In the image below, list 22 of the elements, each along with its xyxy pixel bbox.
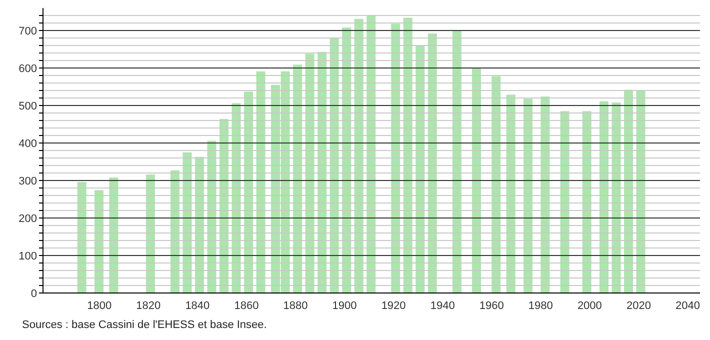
y-tick-label: 400: [18, 138, 37, 150]
x-tick-label: 1800: [87, 300, 112, 312]
x-tick-label: 1960: [479, 300, 504, 312]
x-tick-label: 1920: [381, 300, 406, 312]
x-tick-label: 2020: [626, 300, 651, 312]
y-tick-label: 700: [18, 25, 37, 38]
x-tick-label: 1840: [185, 300, 210, 312]
x-tick-label: 1900: [332, 300, 357, 312]
y-tick-label: 500: [18, 100, 37, 112]
x-tick-label: 1980: [528, 300, 553, 312]
y-tick-label: 200: [18, 212, 37, 225]
y-tick-label: 0: [30, 288, 37, 300]
y-tick-label: 600: [18, 62, 37, 75]
x-tick-label: 1860: [234, 300, 259, 312]
x-tick-label: 2040: [676, 300, 700, 312]
x-tick-label: 1940: [430, 300, 455, 312]
x-tick-label: 2000: [577, 300, 602, 312]
y-tick-label: 300: [18, 175, 37, 188]
x-tick-label: 1880: [283, 300, 308, 312]
x-tick-label: 1820: [136, 300, 161, 312]
source-note: Sources : base Cassini de l'EHESS et base Insee.: [22, 319, 267, 331]
y-tick-label: 100: [18, 250, 37, 262]
